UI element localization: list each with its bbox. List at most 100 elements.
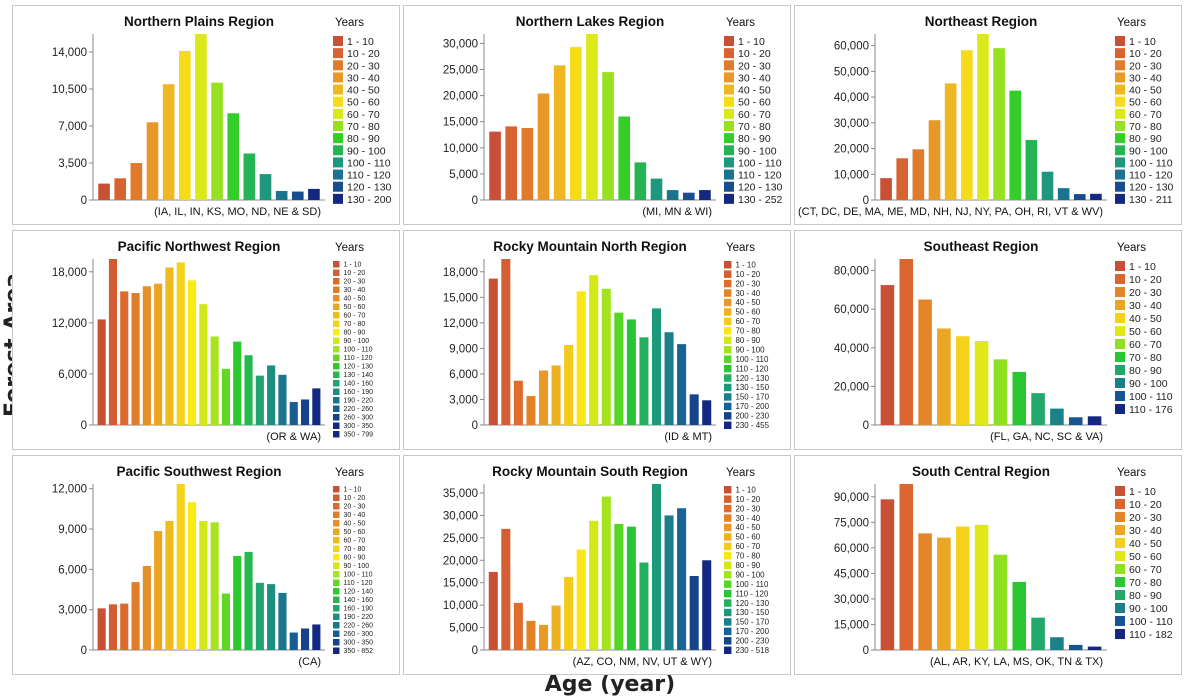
bar — [1050, 637, 1064, 650]
legend-label: 40 - 50 — [738, 85, 771, 97]
legend-swatch — [333, 486, 340, 493]
bar — [1087, 416, 1102, 425]
bar — [634, 162, 647, 200]
legend-swatch — [724, 145, 734, 156]
legend-swatch — [333, 145, 343, 156]
legend-swatch — [724, 383, 732, 392]
legend-label: 80 - 90 — [1129, 133, 1162, 145]
legend-swatch — [1115, 36, 1125, 46]
legend-label: 190 - 220 — [344, 398, 374, 405]
y-tick-label: 35,000 — [443, 488, 478, 500]
bar — [211, 82, 223, 200]
legend-label: 200 - 230 — [735, 637, 769, 646]
legend-swatch — [333, 108, 343, 119]
chart-svg: Northern Plains Region 14,000 10,500 7,000 3… — [52, 14, 392, 218]
legend-label: 50 - 60 — [347, 97, 380, 109]
bar — [162, 84, 175, 200]
legend-swatch — [333, 511, 340, 518]
region-note: (CA) — [298, 656, 321, 668]
bar — [589, 520, 599, 650]
legend-label: 230 - 455 — [735, 421, 769, 430]
bar — [993, 359, 1008, 425]
bar — [154, 283, 163, 425]
legend-swatch — [724, 504, 732, 513]
chart-pacific-northwest: Pacific Northwest Region 18,000 12,000 6,00… — [12, 230, 400, 450]
legend-label: 30 - 40 — [735, 289, 760, 298]
y-tick-label: 5,000 — [449, 623, 478, 635]
legend-label: 70 - 80 — [735, 327, 760, 336]
bar — [538, 624, 549, 650]
bar — [664, 515, 674, 650]
legend-title: Years — [726, 242, 755, 254]
y-tick-label: 30,000 — [443, 510, 478, 522]
legend-label: 70 - 80 — [1129, 577, 1162, 589]
region-note: (IA, IL, IN, KS, MO, ND, NE & SD) — [154, 206, 321, 218]
legend-swatch — [1115, 121, 1125, 131]
bar — [702, 400, 712, 425]
legend-label: 30 - 40 — [344, 287, 366, 294]
legend-label: 350 - 852 — [344, 648, 374, 655]
bar — [199, 520, 208, 650]
legend-label: 80 - 90 — [735, 336, 760, 345]
bar — [977, 34, 989, 200]
legend-label: 50 - 60 — [1129, 326, 1162, 338]
bar — [526, 396, 536, 425]
legend-swatch — [333, 596, 340, 603]
legend-swatch — [1115, 590, 1125, 600]
legend-swatch — [724, 421, 732, 429]
bar — [278, 592, 287, 650]
y-tick-label: 0 — [81, 645, 87, 657]
y-tick-label: 40,000 — [834, 92, 869, 104]
bar — [1031, 393, 1045, 425]
legend-swatch — [724, 374, 732, 382]
bar — [1025, 140, 1038, 200]
region-note: (FL, GA, NC, SC & VA) — [990, 431, 1103, 443]
legend-label: 30 - 40 — [347, 72, 380, 84]
legend-label: 80 - 90 — [344, 555, 366, 562]
legend-label: 30 - 40 — [1129, 300, 1162, 312]
bar — [650, 178, 663, 200]
legend-label: 70 - 80 — [1129, 121, 1162, 133]
legend-swatch — [724, 364, 732, 373]
legend-label: 100 - 110 — [738, 157, 782, 169]
legend-swatch — [1115, 60, 1125, 71]
legend-title: Years — [726, 467, 755, 479]
legend-swatch — [724, 336, 732, 344]
bar — [165, 520, 174, 650]
bar — [120, 603, 129, 650]
bar — [142, 286, 151, 425]
bar — [564, 344, 574, 425]
legend-label: 1 - 10 — [1129, 486, 1156, 498]
legend-swatch — [724, 270, 732, 278]
legend-label: 90 - 100 — [1129, 378, 1168, 390]
y-tick-label: 50,000 — [834, 66, 869, 78]
legend-swatch — [333, 630, 340, 637]
legend-label: 40 - 50 — [344, 296, 366, 303]
bar — [97, 608, 106, 650]
bar — [899, 484, 914, 650]
legend-label: 20 - 30 — [738, 60, 771, 72]
bar — [131, 293, 140, 425]
legend-label: 120 - 130 — [735, 599, 769, 608]
legend-label: 140 - 160 — [344, 597, 374, 604]
legend-label: 50 - 60 — [344, 529, 366, 536]
legend-title: Years — [335, 467, 364, 479]
bar — [1012, 371, 1027, 425]
legend-swatch — [333, 96, 343, 107]
legend-label: 230 - 518 — [735, 646, 769, 655]
bar — [178, 50, 191, 200]
legend-swatch — [333, 278, 340, 285]
legend-swatch — [724, 48, 734, 59]
legend-label: 10 - 20 — [347, 48, 380, 60]
bar — [114, 178, 127, 200]
bar — [259, 174, 272, 200]
bar — [602, 72, 614, 200]
bar — [526, 620, 536, 650]
y-tick-label: 15,000 — [443, 117, 478, 129]
bar — [551, 365, 561, 425]
legend-swatch — [724, 36, 734, 46]
bar — [651, 484, 662, 650]
bar — [501, 259, 511, 425]
bar — [267, 584, 276, 650]
legend-swatch — [724, 181, 734, 192]
